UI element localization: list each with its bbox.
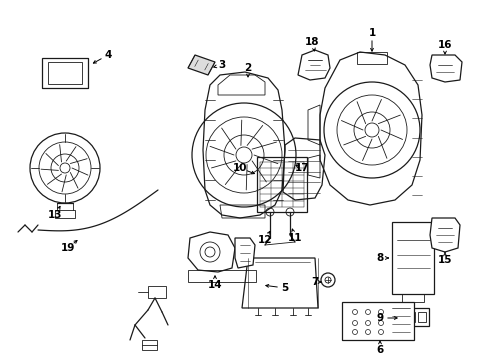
Text: 3: 3 (218, 60, 225, 70)
Polygon shape (242, 258, 317, 308)
Bar (257, 157, 306, 212)
Bar (42, 58, 88, 88)
Text: 19: 19 (61, 243, 75, 253)
Text: 18: 18 (304, 37, 319, 47)
Bar (48, 62, 82, 84)
Polygon shape (235, 238, 254, 268)
Bar (417, 312, 425, 322)
Text: 6: 6 (376, 345, 383, 355)
Polygon shape (429, 55, 461, 82)
Polygon shape (187, 55, 215, 75)
Bar (341, 302, 413, 340)
Bar (391, 222, 433, 294)
Bar (400, 308, 428, 326)
Text: 10: 10 (232, 163, 247, 173)
Text: 17: 17 (294, 163, 309, 173)
Polygon shape (203, 72, 285, 218)
Text: 11: 11 (287, 233, 302, 243)
Bar (356, 52, 386, 64)
Bar (404, 312, 414, 322)
Text: 7: 7 (311, 277, 318, 287)
Polygon shape (319, 52, 421, 205)
Text: 5: 5 (281, 283, 288, 293)
Bar (187, 270, 256, 282)
Text: 12: 12 (257, 235, 272, 245)
Text: 14: 14 (207, 280, 222, 290)
Text: 13: 13 (48, 210, 62, 220)
Bar (142, 340, 157, 350)
Bar (55, 210, 75, 218)
Text: 9: 9 (376, 313, 383, 323)
Polygon shape (429, 218, 459, 252)
Polygon shape (187, 232, 235, 272)
Bar (401, 294, 423, 302)
Text: 16: 16 (437, 40, 451, 50)
Text: 4: 4 (104, 50, 111, 60)
Bar (148, 286, 165, 298)
Text: 15: 15 (437, 255, 451, 265)
Text: 8: 8 (376, 253, 383, 263)
Text: 2: 2 (244, 63, 251, 73)
Text: 1: 1 (367, 28, 375, 38)
